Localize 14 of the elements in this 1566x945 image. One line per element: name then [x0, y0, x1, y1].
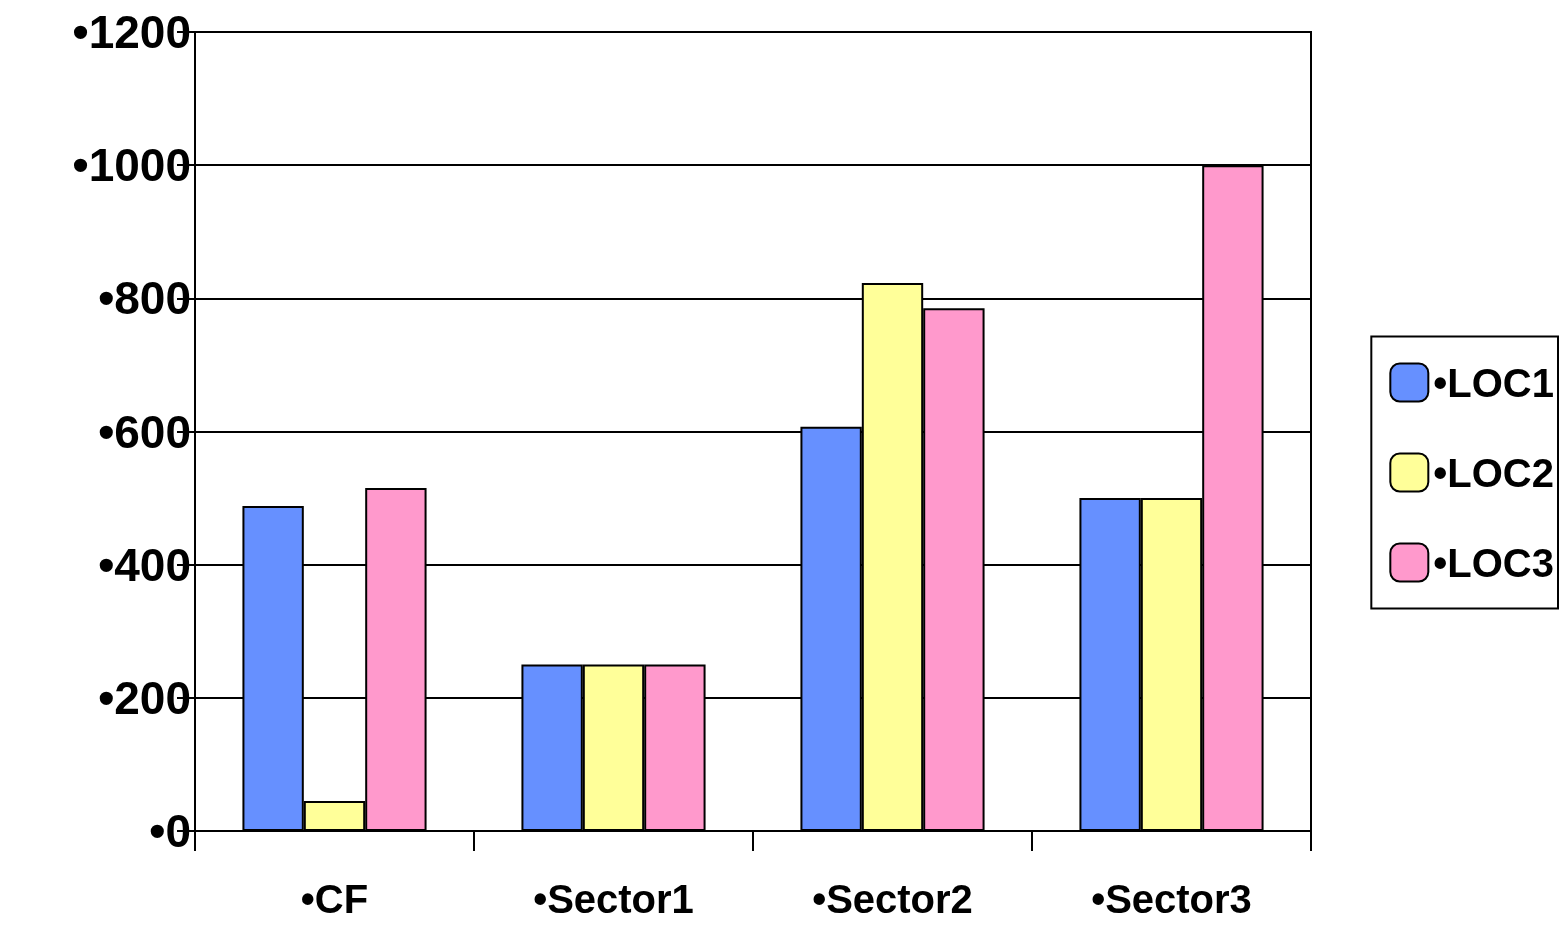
legend-label: •LOC3: [1433, 540, 1554, 585]
x-tick-label: •Sector1: [533, 877, 694, 921]
y-tick-label: •1200: [72, 6, 191, 58]
y-tick-label: •600: [98, 405, 191, 458]
legend-label: •LOC1: [1433, 360, 1554, 405]
y-tick-label: •0: [149, 805, 191, 857]
y-tick-label: •800: [98, 272, 191, 325]
x-tick-label: •Sector2: [812, 877, 973, 921]
y-tick-label: •200: [98, 671, 191, 724]
y-tick-label: •1000: [72, 139, 191, 192]
x-tick-label: •CF: [300, 877, 369, 921]
x-tick-label: •Sector3: [1091, 877, 1252, 921]
legend-label: •LOC2: [1433, 450, 1554, 495]
y-tick-label: •400: [98, 538, 191, 591]
